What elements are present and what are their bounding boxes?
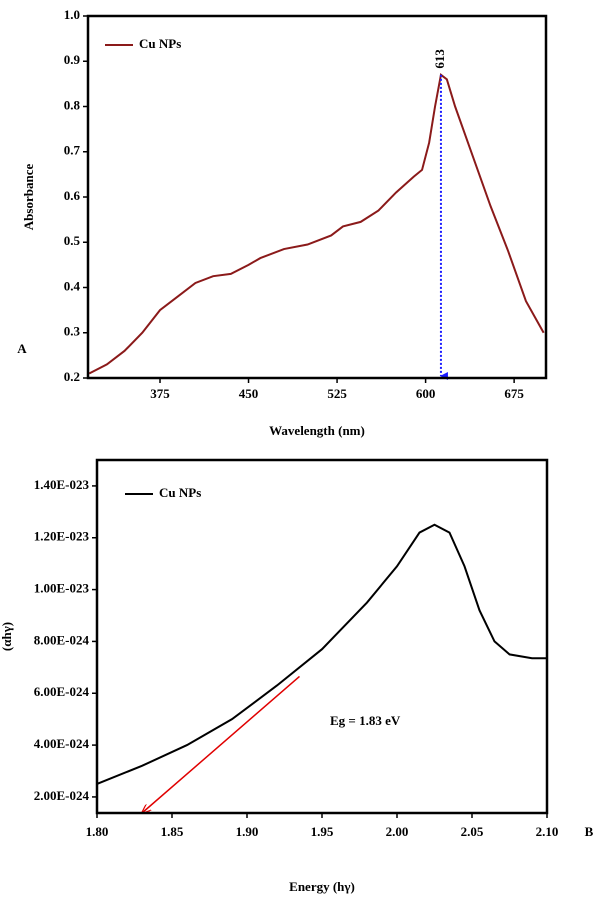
y-tick-label: 6.00E-024 <box>34 684 90 699</box>
y-tick-label: 0.9 <box>64 52 81 67</box>
x-tick-label: 450 <box>239 386 259 401</box>
legend-label: Cu NPs <box>159 485 201 500</box>
y-tick-label: 8.00E-024 <box>34 632 90 647</box>
plot-frame <box>86 14 548 380</box>
y-tick-label: 0.5 <box>64 233 81 248</box>
x-tick-label: 375 <box>150 386 170 401</box>
x-tick-label: 525 <box>327 386 347 401</box>
peak-label: 613 <box>432 49 447 69</box>
y-axis-label: Absorbance <box>21 164 36 231</box>
y-tick-label: 0.7 <box>64 143 81 158</box>
data-line <box>96 523 547 785</box>
tangent-line <box>142 675 300 813</box>
y-axis-label: (αhγ) <box>0 622 14 651</box>
legend-label: Cu NPs <box>139 36 181 51</box>
y-tick-label: 0.3 <box>64 324 81 339</box>
x-axis-label: Energy (hγ) <box>289 879 355 894</box>
x-tick-label: 1.80 <box>86 824 109 839</box>
y-tick-label: 1.00E-023 <box>34 581 90 596</box>
x-tick-label: 2.00 <box>386 824 409 839</box>
y-tick-label: 0.4 <box>64 278 81 293</box>
y-tick-label: 1.0 <box>64 7 80 22</box>
data-line <box>88 73 545 375</box>
annotation: Eg = 1.83 eV <box>330 713 401 728</box>
y-tick-label: 1.20E-023 <box>34 529 90 544</box>
plot-frame <box>95 458 549 815</box>
y-tick-label: 0.8 <box>64 97 81 112</box>
x-tick-label: 600 <box>416 386 436 401</box>
y-tick-label: 1.40E-023 <box>34 477 90 492</box>
x-tick-label: 675 <box>504 386 524 401</box>
panel-label: A <box>17 341 27 356</box>
x-tick-label: 2.10 <box>536 824 559 839</box>
x-tick-label: 1.85 <box>161 824 184 839</box>
y-tick-label: 0.6 <box>64 188 81 203</box>
y-tick-label: 0.2 <box>64 369 80 384</box>
x-axis-label: Wavelength (nm) <box>269 423 365 438</box>
x-tick-label: 1.95 <box>311 824 334 839</box>
x-tick-label: 2.05 <box>461 824 484 839</box>
x-tick-label: 1.90 <box>236 824 259 839</box>
y-tick-label: 2.00E-024 <box>34 788 90 803</box>
panel-label: B <box>585 824 594 839</box>
y-tick-label: 4.00E-024 <box>34 736 90 751</box>
